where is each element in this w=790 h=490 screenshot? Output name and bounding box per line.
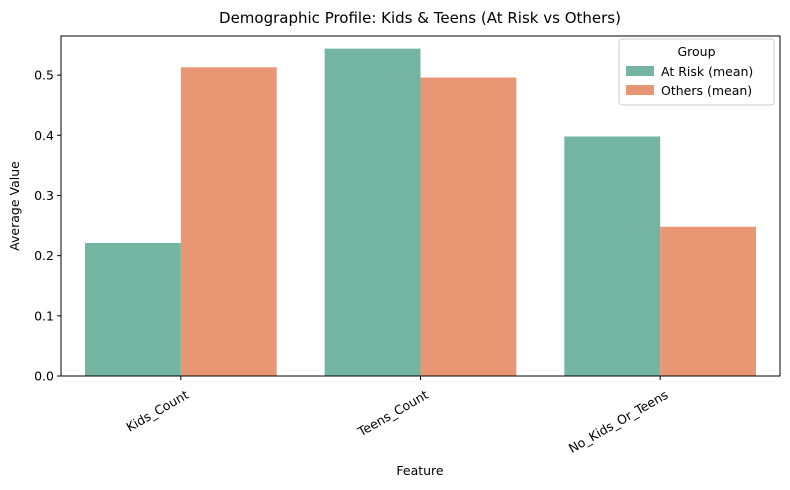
y-tick-label: 0.4 [34, 128, 54, 143]
x-axis-label: Feature [396, 463, 444, 478]
bar-teens-count-series-1 [324, 48, 421, 376]
y-tick-label: 0.0 [34, 369, 54, 384]
legend-swatch-2 [626, 85, 654, 95]
legend-box [618, 38, 775, 106]
y-tick-label: 0.5 [34, 68, 54, 83]
legend: Group At Risk (mean) Others (mean) [618, 38, 775, 106]
y-tick-label: 0.3 [34, 188, 54, 203]
bar-no-kids-or-teens-series-2 [660, 226, 757, 376]
legend-title: Group [677, 44, 715, 59]
y-tick-label: 0.1 [34, 308, 54, 323]
x-tick-label: No_Kids_Or_Teens [566, 387, 671, 456]
bar-teens-count-series-2 [420, 77, 517, 377]
legend-label-2: Others (mean) [661, 83, 752, 98]
bar-kids-count-series-1 [84, 243, 181, 376]
legend-label-1: At Risk (mean) [661, 64, 753, 79]
legend-swatch-1 [626, 66, 654, 76]
x-tick-label: Kids_Count [123, 387, 191, 435]
bars-layer [84, 48, 757, 377]
bar-kids-count-series-2 [180, 67, 277, 376]
bar-no-kids-or-teens-series-1 [564, 136, 661, 376]
y-tick-label: 0.2 [34, 248, 54, 263]
chart-title: Demographic Profile: Kids & Teens (At Ri… [219, 9, 621, 27]
x-tick-label: Teens_Count [354, 387, 431, 440]
y-axis-label: Average Value [7, 161, 22, 251]
